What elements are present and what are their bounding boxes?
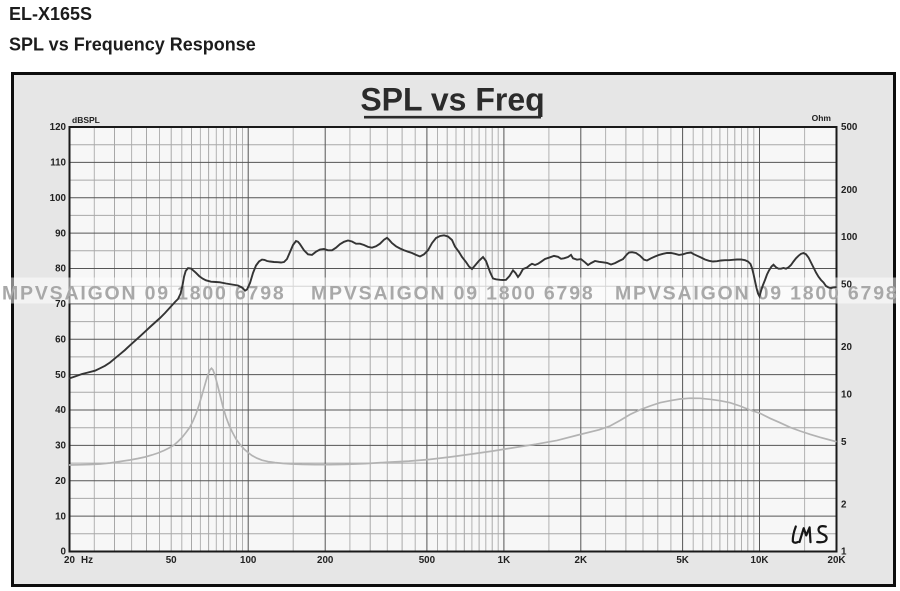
svg-text:200: 200 (841, 185, 858, 196)
svg-text:10: 10 (55, 511, 66, 522)
svg-text:100: 100 (240, 555, 257, 566)
svg-text:5: 5 (841, 437, 847, 448)
svg-text:20: 20 (841, 342, 852, 353)
svg-text:60: 60 (55, 334, 66, 345)
svg-text:SPL vs Frequency Response: SPL vs Frequency Response (9, 35, 256, 55)
svg-text:0: 0 (61, 547, 67, 558)
svg-text:80: 80 (55, 264, 66, 275)
svg-text:2: 2 (841, 499, 847, 510)
svg-text:dBSPL: dBSPL (72, 115, 100, 125)
svg-text:Ohm: Ohm (812, 113, 832, 123)
svg-text:500: 500 (841, 122, 858, 133)
svg-text:100: 100 (841, 232, 858, 243)
svg-text:70: 70 (55, 299, 66, 310)
svg-text:200: 200 (317, 555, 334, 566)
svg-text:2K: 2K (575, 555, 588, 566)
svg-text:1K: 1K (498, 555, 511, 566)
svg-text:100: 100 (50, 193, 67, 204)
svg-text:MPVSAIGON 09 1800 6798: MPVSAIGON 09 1800 6798 (311, 283, 594, 305)
svg-text:SPL vs Freq: SPL vs Freq (360, 82, 544, 118)
svg-text:50: 50 (166, 555, 177, 566)
svg-text:20: 20 (55, 476, 66, 487)
svg-text:30: 30 (55, 441, 66, 452)
svg-text:10: 10 (841, 389, 852, 400)
svg-text:20K: 20K (828, 555, 846, 566)
svg-text:EL-X165S: EL-X165S (9, 4, 92, 24)
svg-text:10K: 10K (751, 555, 769, 566)
svg-text:MPVSAIGON 09 1800 6798: MPVSAIGON 09 1800 6798 (615, 283, 898, 305)
svg-text:500: 500 (419, 555, 436, 566)
svg-text:50: 50 (841, 280, 852, 291)
svg-text:MPVSAIGON 09 1800 6798: MPVSAIGON 09 1800 6798 (2, 283, 285, 305)
svg-text:120: 120 (50, 122, 67, 133)
svg-text:20: 20 (64, 555, 75, 566)
svg-text:90: 90 (55, 228, 66, 239)
svg-text:1: 1 (841, 547, 847, 558)
svg-text:40: 40 (55, 405, 66, 416)
svg-text:110: 110 (50, 158, 66, 169)
svg-text:50: 50 (55, 370, 66, 381)
svg-text:Hz: Hz (81, 555, 93, 566)
svg-text:5K: 5K (676, 555, 689, 566)
